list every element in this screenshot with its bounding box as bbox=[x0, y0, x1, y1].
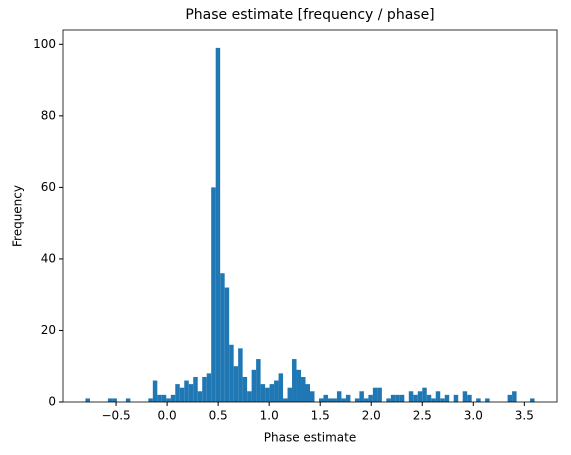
bar bbox=[305, 384, 310, 402]
y-axis-label: Frequency bbox=[11, 185, 25, 247]
bar bbox=[260, 384, 266, 402]
bar bbox=[224, 287, 230, 402]
y-tick-label: 100 bbox=[33, 37, 56, 51]
plot-frame bbox=[62, 29, 558, 403]
bar bbox=[431, 398, 436, 402]
bar bbox=[422, 387, 427, 402]
bar bbox=[215, 47, 221, 403]
bar bbox=[152, 380, 158, 402]
bar bbox=[332, 398, 337, 402]
bar bbox=[85, 398, 90, 402]
bar bbox=[440, 398, 445, 402]
bar bbox=[327, 398, 333, 402]
bar bbox=[467, 394, 472, 402]
x-tick-label: 0.5 bbox=[209, 409, 228, 423]
bar bbox=[107, 398, 113, 402]
bar bbox=[408, 391, 414, 402]
bar bbox=[220, 273, 225, 402]
bar bbox=[170, 394, 176, 402]
bar bbox=[363, 398, 369, 402]
x-tick-label: 2.5 bbox=[413, 409, 432, 423]
bar bbox=[161, 394, 167, 402]
y-tick-label: 40 bbox=[41, 251, 56, 265]
bar bbox=[413, 394, 418, 402]
bar bbox=[368, 394, 373, 402]
bar bbox=[354, 398, 360, 402]
bar bbox=[278, 373, 284, 402]
x-tick-label: 2.0 bbox=[362, 409, 381, 423]
bar bbox=[211, 187, 216, 402]
bar bbox=[251, 369, 257, 402]
bar bbox=[274, 380, 279, 402]
bar bbox=[301, 376, 306, 402]
bar bbox=[310, 391, 315, 402]
x-axis-label: Phase estimate bbox=[264, 431, 356, 445]
bar bbox=[507, 394, 513, 402]
bar bbox=[179, 387, 185, 402]
bar bbox=[435, 391, 441, 402]
bar bbox=[377, 387, 382, 402]
bar bbox=[395, 394, 400, 402]
x-tick-label: 3.5 bbox=[515, 409, 534, 423]
bar bbox=[292, 359, 297, 402]
bar bbox=[336, 391, 342, 402]
bar bbox=[265, 387, 270, 402]
bar bbox=[269, 384, 275, 402]
bar bbox=[453, 394, 459, 402]
bar bbox=[287, 387, 293, 402]
bar bbox=[197, 391, 203, 402]
bar bbox=[372, 387, 378, 402]
bar bbox=[323, 394, 328, 402]
bar bbox=[386, 398, 391, 402]
bar bbox=[390, 394, 396, 402]
bar bbox=[157, 394, 162, 402]
bar bbox=[188, 384, 194, 402]
bar bbox=[476, 398, 481, 402]
bar bbox=[175, 384, 180, 402]
bar bbox=[512, 391, 517, 402]
bar bbox=[426, 394, 432, 402]
bar bbox=[444, 394, 450, 402]
bar bbox=[125, 398, 131, 402]
y-tick-label: 0 bbox=[48, 395, 56, 409]
bar bbox=[485, 398, 490, 402]
x-tick-label: 0.0 bbox=[158, 409, 177, 423]
x-tick-label: 1.5 bbox=[311, 409, 330, 423]
bar bbox=[184, 380, 189, 402]
bar bbox=[233, 366, 239, 402]
bar bbox=[256, 359, 261, 402]
bar bbox=[345, 394, 351, 402]
bar bbox=[417, 391, 423, 402]
y-tick-label: 60 bbox=[41, 180, 56, 194]
bar bbox=[229, 344, 234, 402]
y-tick-label: 80 bbox=[41, 108, 56, 122]
bar bbox=[341, 398, 346, 402]
bar bbox=[148, 398, 153, 402]
bar bbox=[193, 376, 198, 402]
bar bbox=[399, 394, 405, 402]
x-tick-label: 3.0 bbox=[464, 409, 483, 423]
bar bbox=[112, 398, 117, 402]
bar bbox=[247, 391, 252, 402]
bar bbox=[296, 369, 302, 402]
bar bbox=[359, 391, 364, 402]
bar bbox=[166, 398, 171, 402]
bar bbox=[283, 398, 288, 402]
chart-title: Phase estimate [frequency / phase] bbox=[185, 7, 434, 23]
bar bbox=[242, 376, 248, 402]
x-tick-label: −0.5 bbox=[102, 409, 131, 423]
bar bbox=[238, 348, 243, 402]
y-tick-label: 20 bbox=[41, 323, 56, 337]
bar bbox=[530, 398, 535, 402]
bar bbox=[206, 373, 212, 402]
bar bbox=[462, 391, 468, 402]
bar bbox=[318, 398, 324, 402]
bar bbox=[202, 376, 207, 402]
x-tick-label: 1.0 bbox=[260, 409, 279, 423]
